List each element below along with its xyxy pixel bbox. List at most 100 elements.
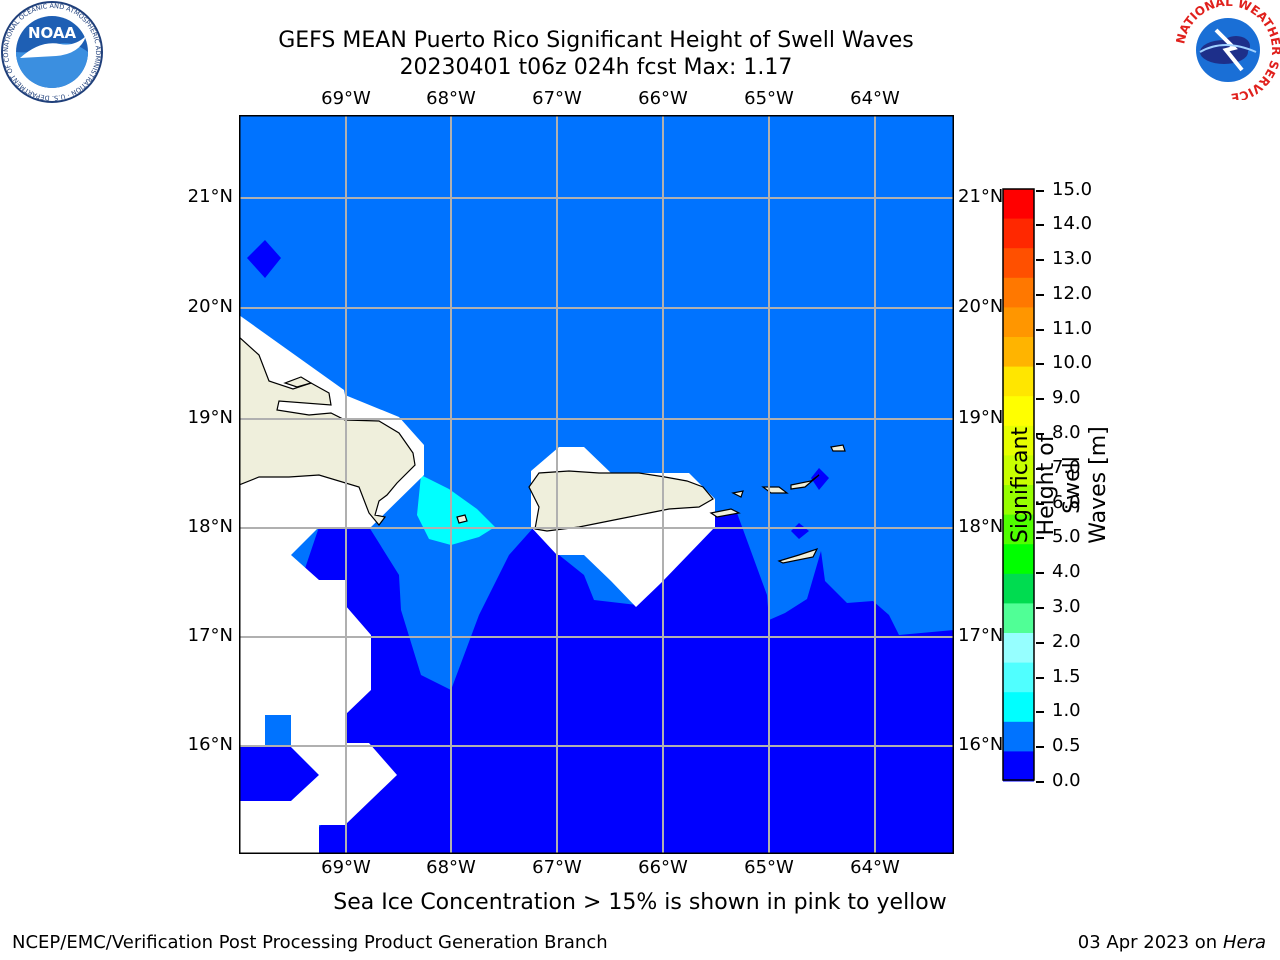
lat-label-right: 20°N	[958, 296, 1004, 317]
colorbar-title-line2: Waves [m]	[1086, 426, 1111, 544]
colorbar-tick-label: 11.0	[1052, 318, 1093, 339]
colorbar-block	[1003, 573, 1034, 604]
lat-label-left: 19°N	[187, 407, 233, 428]
colorbar-tick-mark	[1036, 607, 1044, 609]
colorbar-tick-label: 10.0	[1052, 352, 1093, 373]
colorbar-tick-mark	[1036, 433, 1044, 435]
colorbar-tick-mark	[1036, 363, 1044, 365]
colorbar-block	[1003, 337, 1034, 368]
map-title: GEFS MEAN Puerto Rico Significant Height…	[278, 28, 914, 53]
land-north-coast-island	[283, 376, 313, 388]
lon-label-bottom: 67°W	[532, 857, 582, 878]
colorbar-tick-mark	[1036, 746, 1044, 748]
colorbar-tick-label: 3.0	[1052, 596, 1081, 617]
colorbar-tick-label: 15.0	[1052, 179, 1093, 200]
colorbar-block	[1003, 633, 1034, 664]
colorbar-tick-mark	[1036, 259, 1044, 261]
colorbar-block	[1003, 544, 1034, 575]
colorbar-tick-label: 7.0	[1052, 457, 1081, 478]
lat-label-left: 17°N	[187, 625, 233, 646]
lon-label-bottom: 66°W	[638, 857, 688, 878]
colorbar-block	[1003, 366, 1034, 397]
colorbar-tick-label: 1.0	[1052, 700, 1081, 721]
ocean-swell-0.0-0.5-vi	[811, 468, 829, 490]
colorbar-block	[1003, 721, 1034, 752]
lon-label-bottom: 64°W	[850, 857, 900, 878]
colorbar-block	[1003, 485, 1034, 516]
colorbar-title-line1: Significant Height of Swell	[1008, 426, 1085, 544]
footer-credit: NCEP/EMC/Verification Post Processing Pr…	[12, 932, 608, 953]
lat-label-left: 16°N	[187, 734, 233, 755]
colorbar-tick-label: 0.0	[1052, 770, 1081, 791]
colorbar-block	[1003, 277, 1034, 308]
colorbar-tick-label: 8.0	[1052, 422, 1081, 443]
colorbar-tick-label: 5.0	[1052, 526, 1081, 547]
colorbar-tick-label: 1.5	[1052, 666, 1081, 687]
colorbar-tick-label: 2.0	[1052, 631, 1081, 652]
colorbar	[1002, 188, 1035, 782]
colorbar-block	[1003, 307, 1034, 338]
colorbar-title: Significant Height of Swell Waves [m]	[1008, 405, 1112, 565]
colorbar-tick-label: 12.0	[1052, 283, 1093, 304]
land-culebra	[731, 490, 744, 498]
colorbar-frame	[1002, 188, 1035, 781]
lat-label-right: 16°N	[958, 734, 1004, 755]
colorbar-tick-label: 14.0	[1052, 213, 1093, 234]
lat-label-left: 21°N	[187, 186, 233, 207]
lon-label-bottom: 69°W	[321, 857, 371, 878]
colorbar-block	[1003, 425, 1034, 456]
lon-label-top: 64°W	[850, 88, 900, 109]
colorbar-tick-label: 13.0	[1052, 248, 1093, 269]
colorbar-tick-mark	[1036, 398, 1044, 400]
ocean-swell-0.0-0.5-west	[239, 747, 319, 801]
colorbar-tick-mark	[1036, 642, 1044, 644]
lat-label-right: 18°N	[958, 516, 1004, 537]
colorbar-block	[1003, 218, 1034, 249]
colorbar-tick-mark	[1036, 329, 1044, 331]
footer-date-text: 03 Apr 2023 on	[1077, 932, 1223, 953]
lon-label-top: 65°W	[744, 88, 794, 109]
ocean-swell-0.0-0.5-patch	[247, 240, 281, 278]
map-frame	[239, 115, 954, 854]
colorbar-tick-mark	[1036, 224, 1044, 226]
lat-label-right: 21°N	[958, 186, 1004, 207]
land-mona-island	[456, 514, 468, 524]
lat-label-left: 20°N	[187, 296, 233, 317]
footer-host: Hera	[1222, 932, 1266, 953]
colorbar-tick-mark	[1036, 677, 1044, 679]
colorbar-block	[1003, 662, 1034, 693]
land-puerto-rico	[528, 470, 714, 532]
lat-label-right: 19°N	[958, 407, 1004, 428]
colorbar-tick-mark	[1036, 468, 1044, 470]
land-tortola	[790, 474, 820, 490]
ocean-swell-0.0-0.5-south	[291, 513, 954, 854]
sea-ice-note: Sea Ice Concentration > 15% is shown in …	[333, 890, 947, 915]
lon-label-top: 67°W	[532, 88, 582, 109]
colorbar-tick-mark	[1036, 572, 1044, 574]
colorbar-tick-mark	[1036, 294, 1044, 296]
colorbar-block	[1003, 692, 1034, 723]
land-anegada	[830, 444, 846, 452]
colorbar-block	[1003, 189, 1034, 220]
colorbar-tick-label: 4.0	[1052, 561, 1081, 582]
lon-label-top: 69°W	[321, 88, 371, 109]
colorbar-tick-label: 9.0	[1052, 387, 1081, 408]
footer-date: 03 Apr 2023 on Hera	[1078, 932, 1266, 953]
map-plot	[239, 115, 954, 854]
colorbar-block	[1003, 396, 1034, 427]
colorbar-tick-mark	[1036, 503, 1044, 505]
colorbar-block	[1003, 514, 1034, 545]
land-vieques	[709, 508, 741, 518]
lon-label-bottom: 65°W	[744, 857, 794, 878]
colorbar-tick-mark	[1036, 190, 1044, 192]
colorbar-tick-mark	[1036, 537, 1044, 539]
noaa-logo-text: NOAA	[28, 24, 77, 42]
lat-label-left: 18°N	[187, 516, 233, 537]
lon-label-top: 68°W	[426, 88, 476, 109]
colorbar-block	[1003, 248, 1034, 279]
colorbar-block	[1003, 751, 1034, 782]
lon-label-bottom: 68°W	[426, 857, 476, 878]
colorbar-tick-mark	[1036, 781, 1044, 783]
colorbar-block	[1003, 455, 1034, 486]
